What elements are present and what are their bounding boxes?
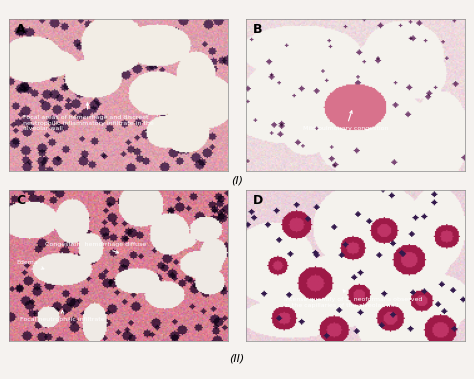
Text: Edema: Edema	[16, 260, 44, 269]
Text: B: B	[253, 23, 263, 36]
Text: Mild pulmonary congestion: Mild pulmonary congestion	[303, 111, 389, 131]
Text: D: D	[253, 194, 263, 207]
Text: Congestion  hemorrhage diffuse: Congestion hemorrhage diffuse	[45, 242, 146, 253]
Text: A: A	[16, 23, 26, 36]
Text: Focal areas of hemorrhage and discreet
neutrophilic inflammatory infiltrate in t: Focal areas of hemorrhage and discreet n…	[23, 103, 153, 131]
Text: C: C	[16, 194, 25, 207]
Text: Intense quantify of C. neoformans observed
in the capillaries of the alveolar wa: Intense quantify of C. neoformans observ…	[284, 290, 423, 308]
Text: (II): (II)	[229, 353, 245, 363]
Text: (I): (I)	[231, 175, 243, 185]
Text: Focal neutrophilic infiltrate: Focal neutrophilic infiltrate	[20, 310, 105, 322]
